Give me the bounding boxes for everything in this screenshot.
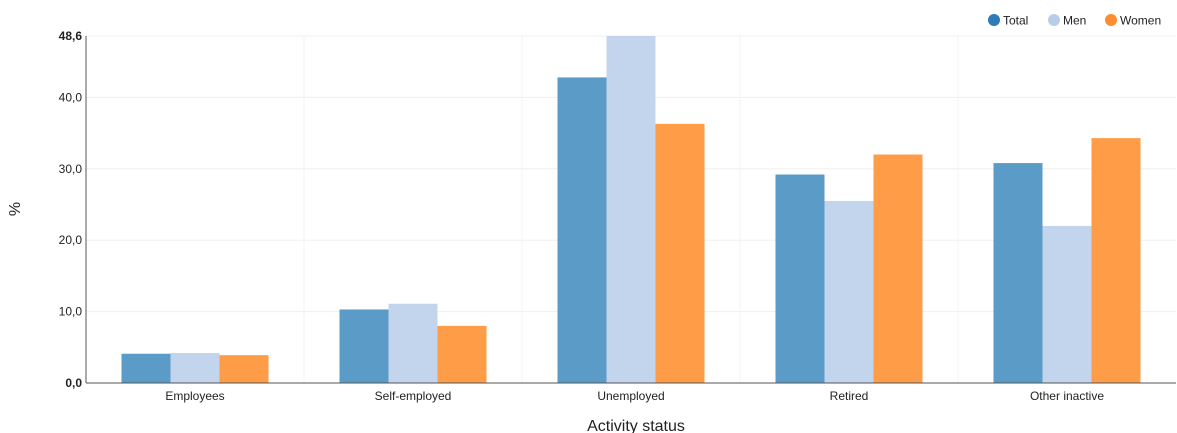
x-tick-label: Self-employed <box>375 389 452 403</box>
x-axis-title: Activity status <box>587 418 685 433</box>
legend-label: Men <box>1063 14 1086 28</box>
x-tick-label: Unemployed <box>597 389 664 403</box>
y-axis-title: % <box>7 202 24 216</box>
bar-women-other-inactive[interactable] <box>1091 138 1141 383</box>
bar-women-retired[interactable] <box>873 154 923 383</box>
bar-total-employees[interactable] <box>121 353 171 383</box>
legend-item-total[interactable]: Total <box>988 14 1028 28</box>
legend-swatch <box>988 14 1000 26</box>
legend-item-women[interactable]: Women <box>1105 14 1161 28</box>
x-tick-label: Retired <box>830 389 869 403</box>
bar-total-unemployed[interactable] <box>557 77 607 383</box>
legend-label: Women <box>1120 14 1161 28</box>
x-tick-label: Employees <box>165 389 224 403</box>
bar-women-self-employed[interactable] <box>437 325 487 383</box>
legend-swatch <box>1105 14 1117 26</box>
y-tick-label: 0,0 <box>65 376 82 390</box>
bar-total-retired[interactable] <box>775 174 825 383</box>
bar-men-retired[interactable] <box>824 200 874 383</box>
bar-men-employees[interactable] <box>170 353 220 383</box>
bar-women-employees[interactable] <box>219 355 269 383</box>
legend-label: Total <box>1003 14 1028 28</box>
bar-men-self-employed[interactable] <box>388 303 438 383</box>
bar-men-other-inactive[interactable] <box>1042 225 1092 383</box>
legend-item-men[interactable]: Men <box>1048 14 1086 28</box>
x-tick-label: Other inactive <box>1030 389 1104 403</box>
bar-total-other-inactive[interactable] <box>993 163 1043 383</box>
axes: 0,0 10,0 20,0 30,0 40,0 48,6 Employees Self-emp… <box>59 29 1176 403</box>
bar-women-unemployed[interactable] <box>655 123 705 383</box>
y-tick-label: 40,0 <box>59 90 83 104</box>
y-tick-label: 10,0 <box>59 305 83 319</box>
bar-total-self-employed[interactable] <box>339 309 389 383</box>
y-tick-label: 48,6 <box>59 29 83 43</box>
bar-men-unemployed[interactable] <box>606 36 656 383</box>
y-tick-label: 20,0 <box>59 233 83 247</box>
legend-swatch <box>1048 14 1060 26</box>
legend[interactable]: Total Men Women <box>988 14 1161 28</box>
y-tick-label: 30,0 <box>59 162 83 176</box>
bars <box>121 36 1141 383</box>
